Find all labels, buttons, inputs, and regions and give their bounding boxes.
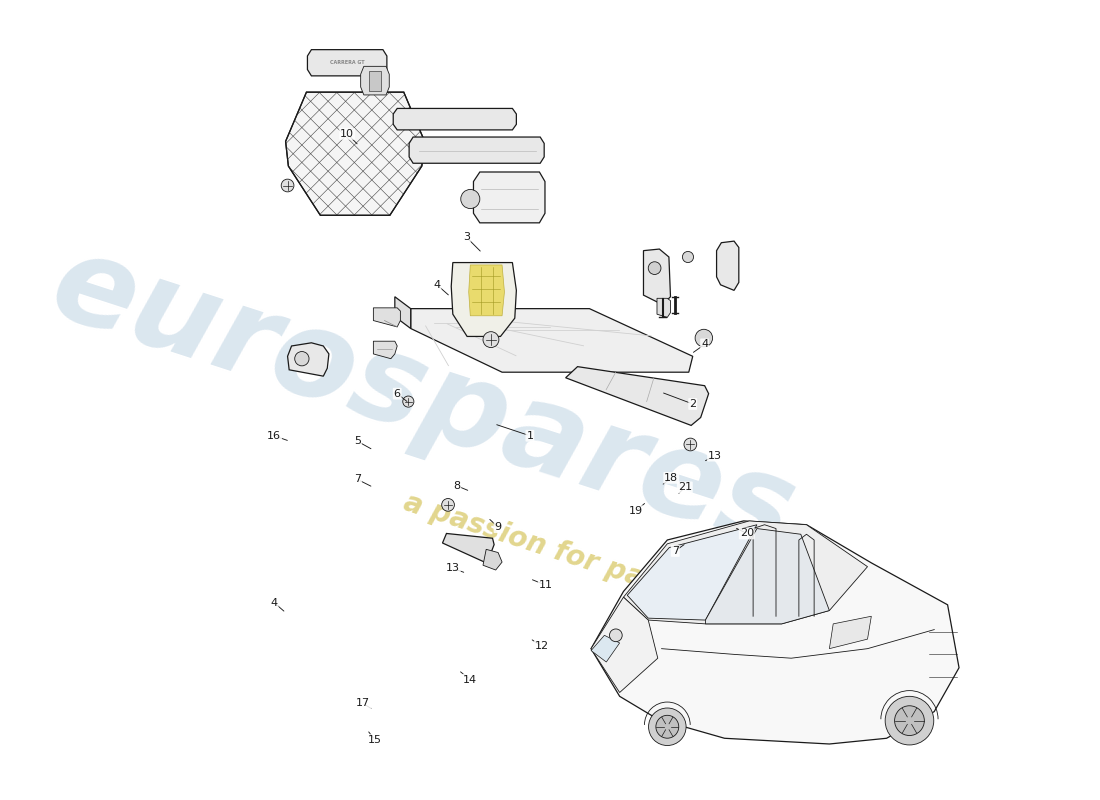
Text: 8: 8	[453, 481, 461, 490]
Polygon shape	[624, 521, 868, 624]
Text: 7: 7	[672, 546, 679, 556]
Text: 15: 15	[368, 735, 382, 745]
Polygon shape	[565, 366, 708, 426]
Text: 11: 11	[539, 580, 553, 590]
Polygon shape	[483, 550, 502, 570]
Polygon shape	[657, 298, 671, 318]
Polygon shape	[442, 534, 494, 563]
Text: 19: 19	[628, 506, 642, 516]
Circle shape	[461, 190, 480, 209]
Polygon shape	[591, 521, 959, 744]
Text: 6: 6	[394, 389, 400, 398]
Text: 4: 4	[271, 598, 277, 607]
Polygon shape	[286, 92, 425, 215]
Text: 14: 14	[463, 674, 477, 685]
Circle shape	[442, 498, 454, 511]
Text: 4: 4	[701, 339, 708, 350]
Text: 2: 2	[690, 399, 696, 409]
Polygon shape	[409, 137, 544, 163]
Text: 20: 20	[739, 529, 754, 538]
Polygon shape	[473, 172, 544, 223]
Text: 4: 4	[433, 280, 440, 290]
Polygon shape	[410, 309, 693, 372]
Polygon shape	[373, 342, 397, 358]
Text: 16: 16	[267, 430, 282, 441]
Polygon shape	[451, 262, 516, 337]
Polygon shape	[307, 50, 387, 76]
Polygon shape	[705, 529, 829, 624]
Polygon shape	[287, 342, 329, 376]
Polygon shape	[829, 616, 871, 649]
Text: 1: 1	[527, 430, 534, 441]
Polygon shape	[591, 635, 619, 662]
Text: 18: 18	[664, 473, 679, 483]
Text: 3: 3	[463, 232, 470, 242]
Text: 13: 13	[446, 563, 460, 574]
Circle shape	[684, 438, 696, 451]
Polygon shape	[644, 249, 671, 305]
Polygon shape	[368, 71, 382, 91]
Circle shape	[656, 715, 679, 738]
Circle shape	[483, 332, 499, 347]
Polygon shape	[395, 297, 410, 329]
Text: 17: 17	[356, 698, 370, 709]
Polygon shape	[393, 109, 516, 130]
Polygon shape	[716, 241, 739, 290]
Circle shape	[649, 708, 686, 746]
Circle shape	[695, 330, 713, 346]
Circle shape	[295, 351, 309, 366]
Text: eurospares: eurospares	[37, 225, 808, 575]
Text: 5: 5	[354, 436, 361, 446]
Polygon shape	[469, 265, 505, 316]
Polygon shape	[591, 597, 658, 693]
Polygon shape	[361, 66, 389, 95]
Circle shape	[682, 251, 693, 262]
Polygon shape	[373, 308, 400, 327]
Circle shape	[609, 629, 623, 642]
Circle shape	[648, 262, 661, 274]
Circle shape	[403, 396, 414, 407]
Circle shape	[282, 179, 294, 192]
Text: 21: 21	[678, 482, 692, 492]
Text: a passion for parts since 1985: a passion for parts since 1985	[400, 489, 858, 661]
Text: CARRERA GT: CARRERA GT	[330, 60, 364, 65]
Circle shape	[886, 696, 934, 745]
Text: 7: 7	[354, 474, 361, 485]
Polygon shape	[627, 525, 757, 620]
Text: 12: 12	[535, 642, 549, 651]
Text: 10: 10	[340, 129, 354, 139]
Text: 9: 9	[495, 522, 502, 532]
Text: 13: 13	[708, 450, 722, 461]
Circle shape	[894, 706, 924, 735]
